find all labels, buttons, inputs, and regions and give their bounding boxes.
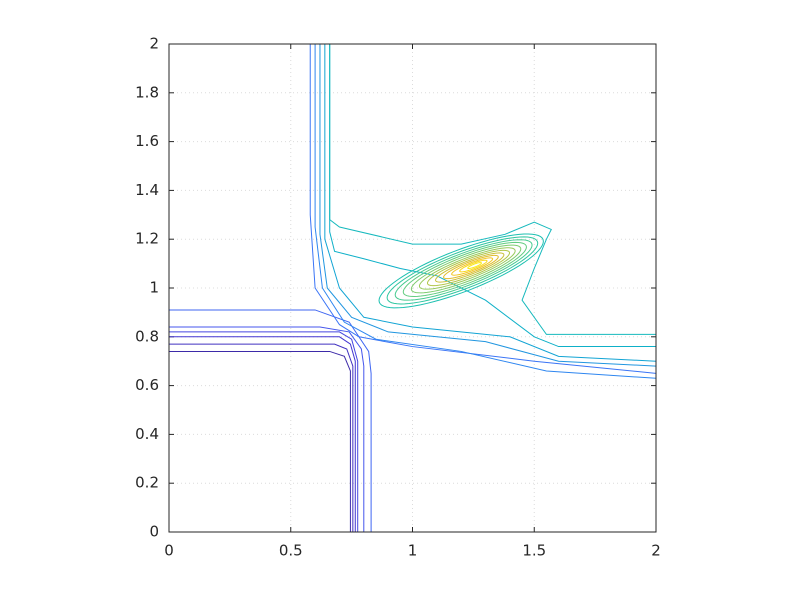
y-tick-label: 0.4	[135, 425, 159, 443]
contour-loop	[435, 252, 505, 283]
contour-loop	[410, 244, 522, 294]
y-tick-label: 1.2	[135, 230, 159, 248]
y-tick-label: 0.6	[135, 376, 159, 394]
contour-line	[329, 44, 656, 348]
y-tick-label: 1.4	[135, 181, 159, 199]
x-tick-label: 0.5	[279, 542, 303, 560]
y-tick-label: 0	[149, 523, 159, 541]
contour-line	[169, 343, 354, 532]
contour-line	[329, 44, 656, 335]
contour-loop	[394, 239, 533, 301]
contour-loop	[443, 254, 499, 280]
y-tick-label: 1.6	[135, 132, 159, 150]
contour-loop	[386, 236, 539, 305]
contour-loop	[459, 259, 488, 273]
x-tick-label: 2	[651, 542, 661, 560]
contour-line	[169, 336, 356, 532]
x-tick-label: 0	[164, 542, 174, 560]
contour-line	[314, 44, 657, 379]
y-tick-label: 2	[149, 35, 159, 53]
contour-loop	[467, 262, 482, 270]
contour-line	[324, 44, 657, 362]
contour-line	[319, 44, 657, 367]
contour-loop	[451, 257, 494, 276]
contour-line	[169, 350, 351, 532]
x-tick-label: 1	[408, 542, 418, 560]
contour-loop	[418, 247, 516, 290]
y-tick-label: 1.8	[135, 83, 159, 101]
x-tick-label: 1.5	[522, 542, 546, 560]
contour-loop	[378, 233, 544, 309]
contour-loop	[402, 241, 527, 298]
y-tick-label: 1	[149, 279, 159, 297]
contour-line	[169, 331, 359, 532]
plot-frame	[168, 43, 657, 533]
contour-line	[309, 44, 657, 374]
contour-line	[169, 326, 365, 532]
contour-line	[169, 309, 372, 532]
y-tick-label: 0.8	[135, 327, 159, 345]
contour-loop	[426, 249, 511, 287]
y-tick-label: 0.2	[135, 474, 159, 492]
